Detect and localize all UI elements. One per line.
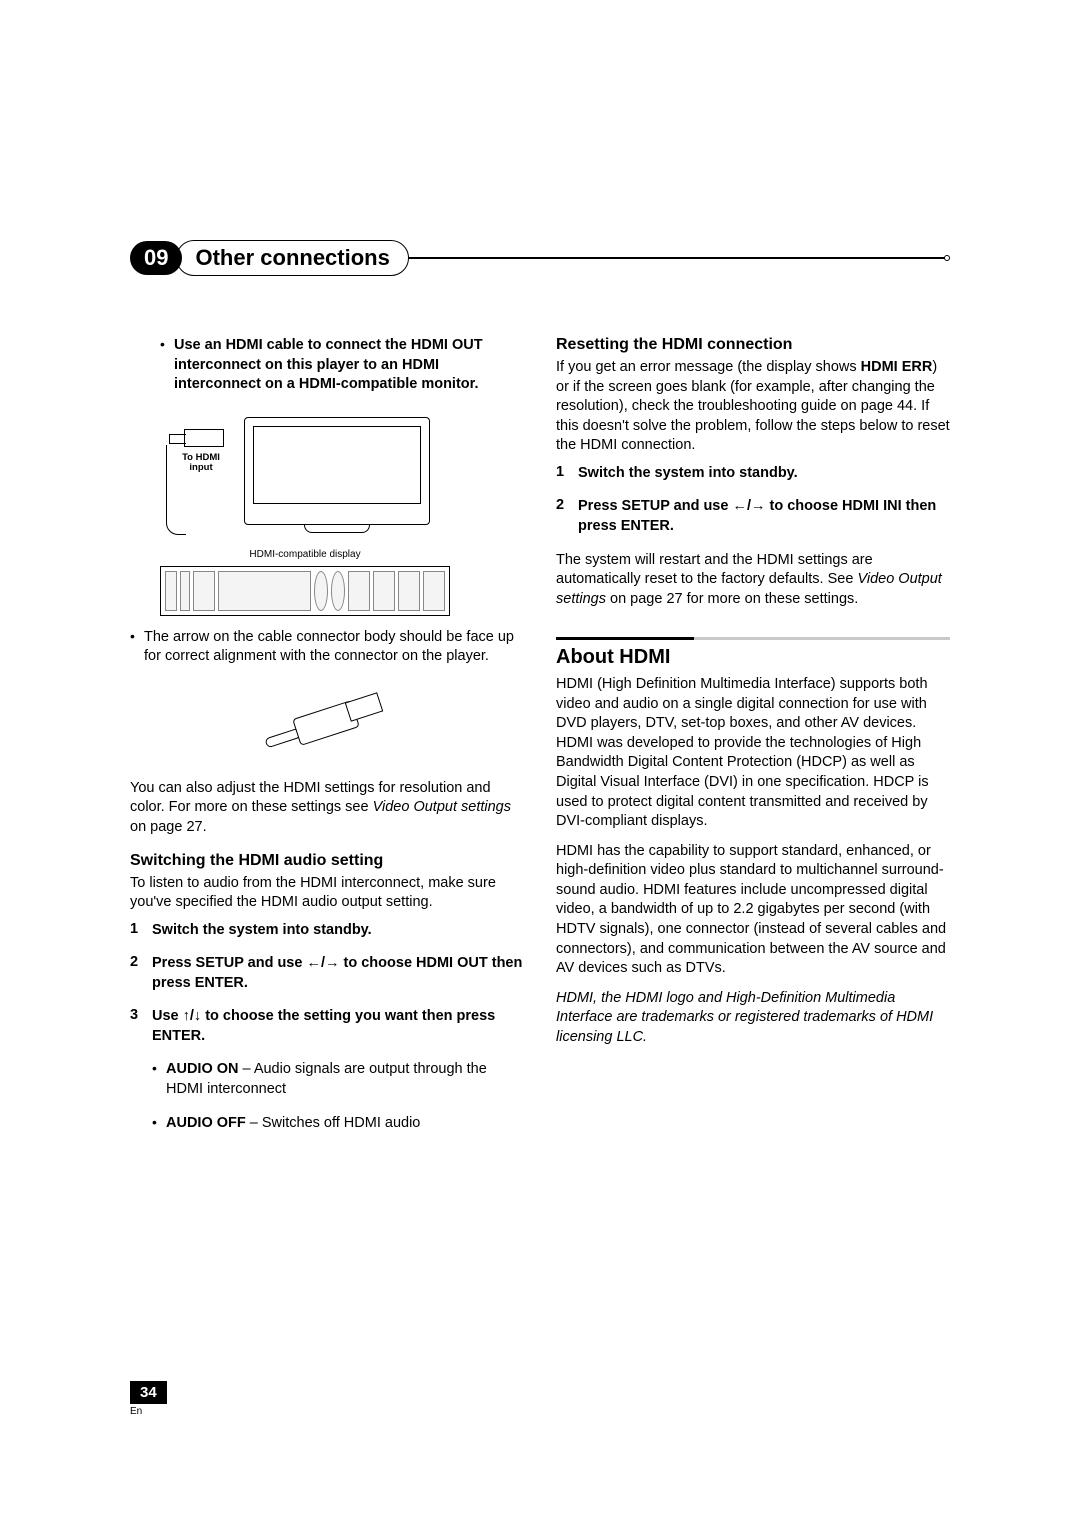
step-number: 3 — [130, 1007, 152, 1054]
adjust-ref: Video Output settings — [373, 799, 511, 815]
adjust-paragraph: You can also adjust the HDMI settings fo… — [130, 779, 524, 838]
section-divider — [556, 637, 950, 640]
arrow-note-row: • The arrow on the cable connector body … — [130, 628, 524, 675]
about-p1: HDMI (High Definition Multimedia Interfa… — [556, 675, 950, 832]
connector-diagram — [257, 687, 397, 767]
audio-off-label: AUDIO OFF — [166, 1115, 246, 1131]
monitor-diagram: To HDMI input HDMI-compatible display — [160, 415, 450, 616]
about-hdmi-heading: About HDMI — [556, 646, 950, 669]
bullet-icon: • — [152, 1060, 166, 1107]
bullet-icon: • — [152, 1114, 166, 1142]
up-down-arrow-icon: ↑/↓ — [183, 1007, 202, 1027]
audio-off-text: – Switches off HDMI audio — [246, 1115, 421, 1131]
audio-off-row: • AUDIO OFF – Switches off HDMI audio — [130, 1114, 524, 1142]
arrow-note: The arrow on the cable connector body sh… — [144, 628, 524, 667]
step-number: 1 — [130, 921, 152, 949]
step-2: 2 Press SETUP and use ←/→ to choose HDMI… — [130, 954, 524, 1001]
intro-bullet: • Use an HDMI cable to connect the HDMI … — [130, 336, 524, 403]
right-column: Resetting the HDMI connection If you get… — [556, 336, 950, 1147]
reset-result: The system will restart and the HDMI set… — [556, 551, 950, 610]
reset-heading: Resetting the HDMI connection — [556, 336, 950, 354]
page-number: 34 — [130, 1381, 167, 1404]
about-p2: HDMI has the capability to support stand… — [556, 842, 950, 979]
bullet-icon: • — [130, 628, 144, 675]
intro-text: Use an HDMI cable to connect the HDMI OU… — [174, 336, 524, 395]
bullet-icon: • — [160, 336, 174, 403]
header-rule-end — [944, 255, 950, 261]
reset-step-1: 1 Switch the system into standby. — [556, 464, 950, 492]
chapter-header: 09 Other connections — [130, 240, 950, 276]
step-3: 3 Use ↑/↓ to choose the setting you want… — [130, 1007, 524, 1054]
step-1: 1 Switch the system into standby. — [130, 921, 524, 949]
hdmi-plug-icon — [184, 429, 224, 447]
reset-intro: If you get an error message (the display… — [556, 358, 950, 456]
content-columns: • Use an HDMI cable to connect the HDMI … — [130, 336, 950, 1147]
switching-intro: To listen to audio from the HDMI interco… — [130, 874, 524, 913]
chapter-title: Other connections — [176, 240, 408, 276]
left-right-arrow-icon: ←/→ — [306, 954, 339, 974]
manual-page: 09 Other connections • Use an HDMI cable… — [0, 0, 1080, 1527]
step-3-text: Use ↑/↓ to choose the setting you want t… — [152, 1007, 524, 1046]
step-1-text: Switch the system into standby. — [152, 921, 372, 941]
step-2-text: Press SETUP and use ←/→ to choose HDMI O… — [152, 954, 524, 993]
reset-step-2: 2 Press SETUP and use ←/→ to choose HDMI… — [556, 497, 950, 544]
display-caption: HDMI-compatible display — [160, 549, 450, 560]
audio-on-label: AUDIO ON — [166, 1061, 239, 1077]
step-number: 2 — [130, 954, 152, 1001]
left-right-arrow-icon: ←/→ — [732, 497, 765, 517]
switching-heading: Switching the HDMI audio setting — [130, 852, 524, 870]
reset-step-1-text: Switch the system into standby. — [578, 464, 798, 484]
audio-on-row: • AUDIO ON – Audio signals are output th… — [130, 1060, 524, 1107]
step-number: 1 — [556, 464, 578, 492]
reset-step-2-text: Press SETUP and use ←/→ to choose HDMI I… — [578, 497, 950, 536]
page-footer: 34 En — [130, 1381, 167, 1417]
adjust-text-2: on page 27. — [130, 819, 207, 835]
monitor-icon — [244, 417, 430, 525]
chapter-number-badge: 09 — [130, 241, 182, 275]
header-rule — [405, 257, 947, 259]
player-rear-icon — [160, 566, 450, 616]
trademark-notice: HDMI, the HDMI logo and High-Definition … — [556, 989, 950, 1048]
cable-icon — [166, 445, 186, 535]
hdmi-err-label: HDMI ERR — [861, 359, 933, 375]
step-number: 2 — [556, 497, 578, 544]
left-column: • Use an HDMI cable to connect the HDMI … — [130, 336, 524, 1147]
page-language: En — [130, 1406, 167, 1417]
